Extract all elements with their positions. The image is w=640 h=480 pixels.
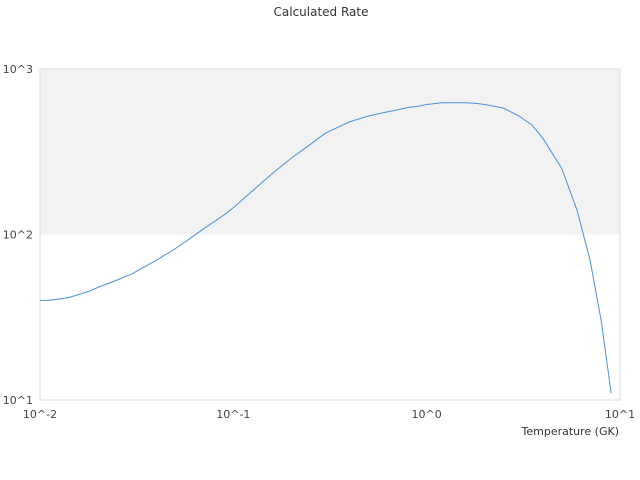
y-tick-label: 10^1 <box>3 394 33 407</box>
plot-frame <box>39 68 621 401</box>
y-tick-label: 10^3 <box>3 63 33 76</box>
x-tick-label: 10^0 <box>412 408 442 421</box>
x-tick-label: 10^-2 <box>23 408 57 421</box>
x-axis-title: Temperature (GK) <box>521 425 620 438</box>
rate-series-line <box>40 102 612 394</box>
x-tick-label: 10^1 <box>605 408 635 421</box>
x-tick-labels: 10^-2 10^-1 10^0 10^1 <box>23 408 635 421</box>
chart-title: Calculated Rate <box>274 5 369 19</box>
y-tick-labels: 10^1 10^2 10^3 <box>3 63 33 407</box>
plot-background-bands <box>40 69 620 400</box>
x-tick-label: 10^-1 <box>216 408 250 421</box>
y-tick-label: 10^2 <box>3 229 33 242</box>
plot-band <box>40 69 620 235</box>
series-layer <box>40 102 612 394</box>
plot-band <box>40 234 620 400</box>
